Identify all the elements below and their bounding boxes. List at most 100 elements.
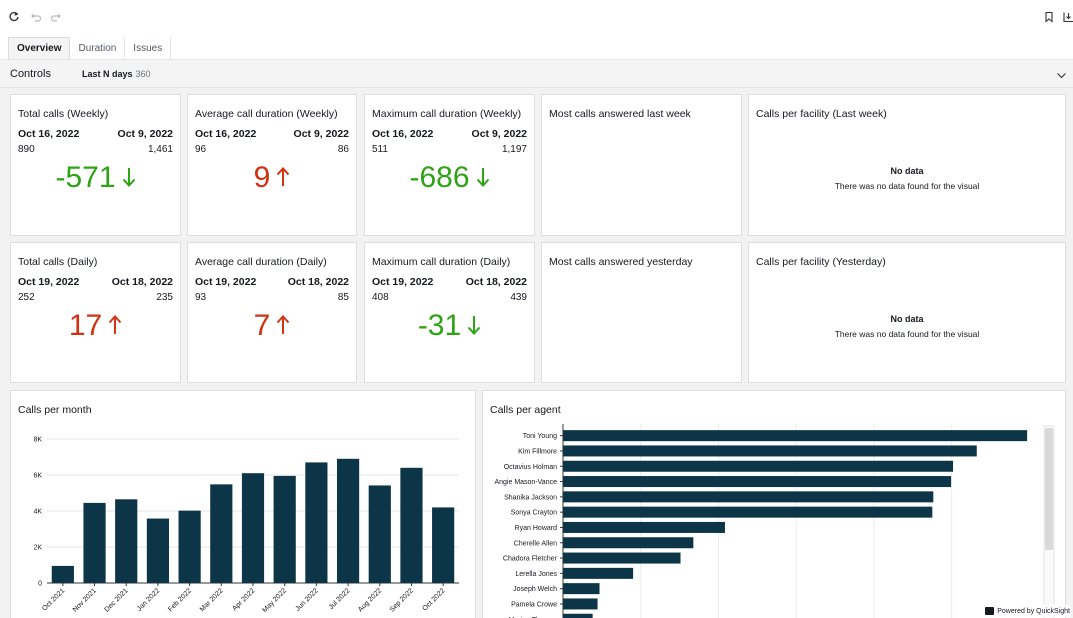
- month-bar[interactable]: [51, 565, 74, 583]
- month-bar[interactable]: [83, 502, 106, 583]
- x-tick-label: Aug 2022: [357, 587, 383, 613]
- agent-bar[interactable]: [563, 598, 598, 610]
- visual-title: Maximum call duration (Daily): [372, 256, 511, 268]
- toolbar: [0, 0, 1073, 34]
- kpi-value-current: 96: [195, 144, 207, 155]
- visual-most-calls-last-week[interactable]: Most calls answered last week: [541, 94, 742, 236]
- visual-title: Calls per facility (Last week): [756, 108, 887, 120]
- kpi-average-duration-daily[interactable]: Average call duration (Daily) Oct 19, 20…: [187, 242, 357, 383]
- agent-bar[interactable]: [563, 460, 954, 472]
- kpi-date-current: Oct 19, 2022: [372, 276, 434, 288]
- kpi-date-current: Oct 16, 2022: [195, 128, 257, 140]
- month-bar[interactable]: [178, 510, 201, 583]
- agent-name-label: Pamela Crowe: [511, 601, 557, 608]
- month-bar[interactable]: [336, 458, 360, 583]
- agent-bar[interactable]: [563, 583, 600, 595]
- powered-by-badge[interactable]: Powered by QuickSight: [983, 605, 1070, 617]
- agent-bar[interactable]: [563, 521, 725, 533]
- kpi-date-previous: Oct 18, 2022: [111, 276, 173, 288]
- controls-bar: Controls Last N days 360: [0, 59, 1073, 88]
- kpi-date-previous: Oct 9, 2022: [293, 128, 349, 140]
- kpi-total-calls-daily[interactable]: Total calls (Daily) Oct 19, 2022 Oct 18,…: [10, 242, 181, 383]
- bookmark-icon[interactable]: [1041, 9, 1057, 25]
- kpi-maximum-duration-daily[interactable]: Maximum call duration (Daily) Oct 19, 20…: [364, 242, 535, 383]
- chart-calls-per-month[interactable]: Calls per month 0 2K 4K 6K 8K Oct 2021 Nov 202…: [10, 390, 476, 618]
- visual-facility-last-week[interactable]: Calls per facility (Last week) No data T…: [748, 94, 1066, 236]
- month-bar[interactable]: [432, 507, 455, 583]
- kpi-date-current: Oct 16, 2022: [372, 128, 434, 140]
- agent-bar[interactable]: [563, 537, 694, 549]
- tab-overview[interactable]: Overview: [8, 37, 71, 59]
- agent-name-label: Angie Mason-Vance: [494, 479, 557, 486]
- agent-bar[interactable]: [563, 445, 977, 457]
- x-tick-label: May 2022: [261, 587, 288, 614]
- arrow-up-icon: [276, 310, 290, 344]
- no-data-text: There was no data found for the visual: [834, 329, 980, 339]
- visual-title: Most calls answered yesterday: [549, 256, 693, 268]
- kpi-value-previous: 85: [337, 292, 349, 303]
- scrollbar-thumb[interactable]: [1045, 428, 1053, 550]
- kpi-average-duration-weekly[interactable]: Average call duration (Weekly) Oct 16, 2…: [187, 94, 357, 236]
- refresh-icon[interactable]: [6, 9, 22, 25]
- visual-most-calls-yesterday[interactable]: Most calls answered yesterday: [541, 242, 742, 383]
- agent-bar[interactable]: [563, 567, 634, 579]
- agent-bar[interactable]: [563, 476, 952, 488]
- month-bar[interactable]: [368, 485, 391, 583]
- agent-bar[interactable]: [563, 430, 1028, 442]
- tab-issues[interactable]: Issues: [125, 37, 172, 59]
- arrow-down-icon: [467, 310, 481, 344]
- chart-calls-per-agent[interactable]: Calls per agent Toni Young Kim Fillmore Oc…: [482, 390, 1066, 618]
- month-bar[interactable]: [241, 473, 265, 583]
- agent-bar[interactable]: [563, 552, 681, 564]
- agent-bar[interactable]: [563, 491, 934, 503]
- visual-title: Total calls (Weekly): [18, 108, 109, 120]
- y-tick-label: 2K: [33, 545, 42, 552]
- x-tick-label: Mar 2022: [199, 587, 225, 613]
- kpi-delta: -31: [365, 309, 534, 344]
- x-tick-label: Jul 2022: [328, 587, 352, 611]
- chevron-down-icon[interactable]: [1056, 68, 1067, 86]
- kpi-delta-value: -571: [55, 161, 116, 194]
- sheet-tabs: Overview Duration Issues: [8, 37, 172, 59]
- month-bar[interactable]: [115, 499, 138, 583]
- kpi-delta-value: -686: [409, 161, 470, 194]
- kpi-maximum-duration-weekly[interactable]: Maximum call duration (Weekly) Oct 16, 2…: [364, 94, 535, 236]
- last-n-days-control[interactable]: Last N days 360: [82, 69, 151, 79]
- kpi-date-current: Oct 16, 2022: [18, 128, 80, 140]
- agent-name-label: Octavius Holman: [504, 464, 557, 471]
- visual-title: Average call duration (Daily): [195, 256, 327, 268]
- month-bar[interactable]: [210, 484, 233, 583]
- x-tick-label: Apr 2022: [231, 587, 256, 612]
- no-data-title: No data: [890, 166, 924, 176]
- kpi-value-current: 890: [18, 144, 35, 155]
- month-bar[interactable]: [146, 518, 170, 583]
- month-bar[interactable]: [400, 467, 423, 583]
- agent-name-label: Cherelle Allen: [514, 540, 557, 547]
- month-bar[interactable]: [273, 475, 296, 583]
- agent-name-label: Shanika Jackson: [504, 494, 557, 501]
- visual-facility-yesterday[interactable]: Calls per facility (Yesterday) No data T…: [748, 242, 1066, 383]
- download-icon[interactable]: [1060, 9, 1073, 25]
- agent-bar[interactable]: [563, 613, 593, 618]
- param-label: Last N days: [82, 69, 133, 79]
- kpi-delta-value: 7: [253, 309, 271, 342]
- tab-duration[interactable]: Duration: [70, 37, 126, 59]
- x-tick-label: Jan 2022: [136, 587, 161, 612]
- kpi-delta-value: 17: [68, 309, 103, 342]
- undo-icon[interactable]: [28, 9, 44, 25]
- redo-icon[interactable]: [48, 9, 64, 25]
- no-data-title: No data: [890, 314, 924, 324]
- kpi-total-calls-weekly[interactable]: Total calls (Weekly) Oct 16, 2022 Oct 9,…: [10, 94, 181, 236]
- x-tick-label: Nov 2021: [72, 587, 98, 613]
- kpi-value-previous: 86: [337, 144, 349, 155]
- agent-name-label: Toni Young: [523, 433, 557, 440]
- kpi-date-previous: Oct 9, 2022: [471, 128, 527, 140]
- agent-bar[interactable]: [563, 506, 933, 518]
- arrow-down-icon: [476, 162, 490, 196]
- month-bar[interactable]: [305, 462, 328, 583]
- y-tick-label: 8K: [33, 437, 42, 444]
- x-tick-label: Feb 2022: [167, 587, 193, 613]
- arrow-down-icon: [122, 162, 136, 196]
- kpi-value-previous: 439: [510, 292, 527, 303]
- agent-name-label: Sonya Crayton: [511, 510, 557, 517]
